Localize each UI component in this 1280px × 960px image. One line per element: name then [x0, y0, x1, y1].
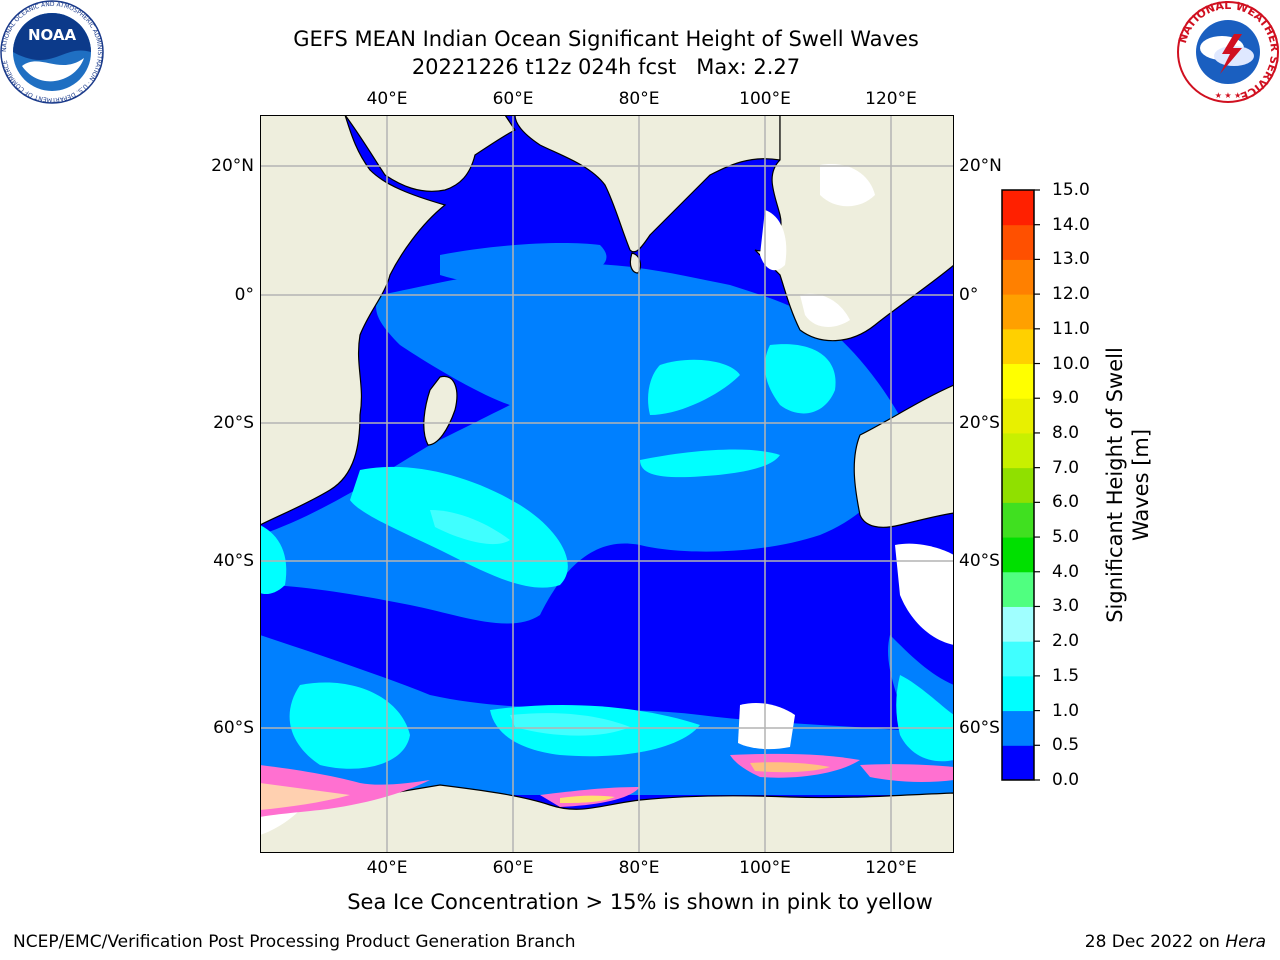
colorbar-title-line: Waves [m] [1129, 428, 1153, 542]
colorbar-tick-label: 6.0 [1052, 492, 1080, 513]
land-masses [260, 115, 954, 853]
colorbar-segment [1002, 328, 1034, 365]
lat-label-left-40S: 40°S [213, 551, 254, 571]
colorbar-tick-label: 0.5 [1052, 735, 1080, 756]
colorbar-segment [1002, 190, 1034, 226]
swell-patch-1.0-1.5-southwest [289, 682, 410, 769]
colorbar-tick-label: 2.0 [1052, 631, 1080, 652]
noaa-logo-text: NOAA [28, 26, 77, 44]
swell-patch-1.0-1.5-central [640, 449, 780, 478]
colorbar-segment [1002, 294, 1034, 330]
lon-label-bottom-80E: 80°E [618, 858, 660, 878]
colorbar-tick-label: 3.0 [1052, 596, 1080, 617]
lon-label-bottom-60E: 60°E [492, 858, 534, 878]
colorbar-segment [1002, 606, 1034, 642]
nws-logo: NATIONAL WEATHER SERVICE ★ ★ ★ [1176, 0, 1280, 103]
colorbar-tick-label: 14.0 [1052, 214, 1090, 235]
lon-label-top-60E: 60°E [492, 89, 534, 109]
colorbar-tick-label: 12.0 [1052, 284, 1090, 305]
colorbar-segment [1002, 224, 1034, 260]
land-sri-lanka [629, 252, 642, 274]
lat-label-left-0: 0° [234, 285, 254, 305]
swell-patch-1.0-1.5-tropic [648, 359, 740, 415]
lon-label-top-120E: 120°E [865, 89, 917, 109]
colorbar-segment [1002, 467, 1034, 503]
swell-core-1.5-2.0-south [510, 713, 630, 736]
swell-band-0.5-1.0-arabian [440, 243, 607, 284]
lat-label-right-20N: 20°N [959, 156, 1002, 176]
colorbar-segment [1002, 259, 1034, 295]
lat-label-right-0: 0° [959, 285, 979, 305]
land-australia [853, 384, 954, 528]
lat-label-right-40S: 40°S [959, 551, 1000, 571]
title-line-2: 20221226 t12z 024h fcst Max: 2.27 [411, 55, 801, 79]
lat-label-left-20N: 20°N [211, 156, 254, 176]
swell-patch-1.0-1.5-far-west [260, 525, 287, 595]
colorbar-tick-label: 10.0 [1052, 353, 1090, 374]
colorbar-tick-label: 8.0 [1052, 422, 1080, 443]
swell-patch-1.0-1.5-southeast [896, 675, 954, 762]
colorbar-tick-label: 9.0 [1052, 388, 1080, 409]
sea-ice-caption: Sea Ice Concentration > 15% is shown in … [347, 890, 933, 914]
land-india [514, 115, 781, 253]
land-madagascar [423, 375, 458, 446]
footer-left: NCEP/EMC/Verification Post Processing Pr… [13, 932, 576, 952]
sea-ice-zones [260, 753, 954, 817]
graticule [260, 115, 954, 853]
lon-label-top-100E: 100°E [739, 89, 791, 109]
land-se-asia [754, 115, 954, 342]
footer-right: 28 Dec 2022 on Hera [1085, 932, 1266, 952]
colorbar-segment [1002, 710, 1034, 746]
colorbar-tick-label: 1.0 [1052, 700, 1080, 721]
indian-ocean-swell-map [260, 115, 954, 853]
colorbar-tick-label: 4.0 [1052, 561, 1080, 582]
colorbar-tick-label: 11.0 [1052, 318, 1090, 339]
lat-label-left-20S: 20°S [213, 413, 254, 433]
colorbar-segment [1002, 537, 1034, 573]
colorbar [1001, 189, 1040, 781]
lat-label-right-20S: 20°S [959, 413, 1000, 433]
swell-core-1.5-2.0 [430, 510, 510, 545]
lon-label-bottom-100E: 100°E [739, 858, 791, 878]
noaa-logo: NATIONAL OCEANIC AND ATMOSPHERIC ADMINIS… [0, 0, 104, 104]
swell-patch-1.0-1.5-east [764, 344, 836, 414]
colorbar-segment [1002, 675, 1034, 712]
lon-label-bottom-120E: 120°E [865, 858, 917, 878]
colorbar-segment [1002, 432, 1034, 469]
lat-label-right-60S: 60°S [959, 718, 1000, 738]
colorbar-tick-label: 5.0 [1052, 527, 1080, 548]
lon-label-top-80E: 80°E [618, 89, 660, 109]
lon-label-bottom-40E: 40°E [366, 858, 408, 878]
colorbar-title-line: Significant Height of Swell [1103, 347, 1127, 623]
footer-machine: Hera [1225, 932, 1266, 952]
colorbar-tick-label: 7.0 [1052, 457, 1080, 478]
colorbar-tick-label: 15.0 [1052, 180, 1090, 200]
colorbar-tick-label: 0.0 [1052, 770, 1080, 790]
colorbar-segment [1002, 571, 1034, 607]
lon-label-top-40E: 40°E [366, 89, 408, 109]
colorbar-segment [1002, 363, 1034, 399]
colorbar-segment [1002, 398, 1034, 434]
colorbar-segment [1002, 745, 1034, 781]
title-line-1: GEFS MEAN Indian Ocean Significant Heigh… [293, 27, 919, 51]
colorbar-tick-label: 13.0 [1052, 249, 1090, 270]
lat-label-left-60S: 60°S [213, 718, 254, 738]
colorbar-segment [1002, 502, 1034, 538]
colorbar-title: Significant Height of Swell Waves [m] [1102, 347, 1154, 623]
svg-text:★ ★ ★: ★ ★ ★ [1215, 91, 1242, 100]
colorbar-tick-label: 1.5 [1052, 665, 1080, 686]
no-data-areas [260, 164, 954, 835]
footer-date: 28 Dec 2022 on [1084, 932, 1226, 952]
colorbar-segment [1002, 641, 1034, 677]
